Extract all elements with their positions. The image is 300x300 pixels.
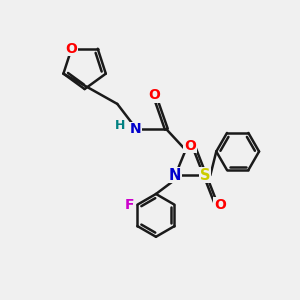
- Text: O: O: [66, 42, 77, 56]
- Text: N: N: [169, 168, 182, 183]
- Text: S: S: [200, 168, 210, 183]
- Text: N: N: [129, 122, 141, 136]
- Text: O: O: [184, 139, 196, 152]
- Text: F: F: [124, 198, 134, 212]
- Text: O: O: [214, 198, 226, 212]
- Text: O: O: [148, 88, 160, 102]
- Text: H: H: [115, 119, 125, 132]
